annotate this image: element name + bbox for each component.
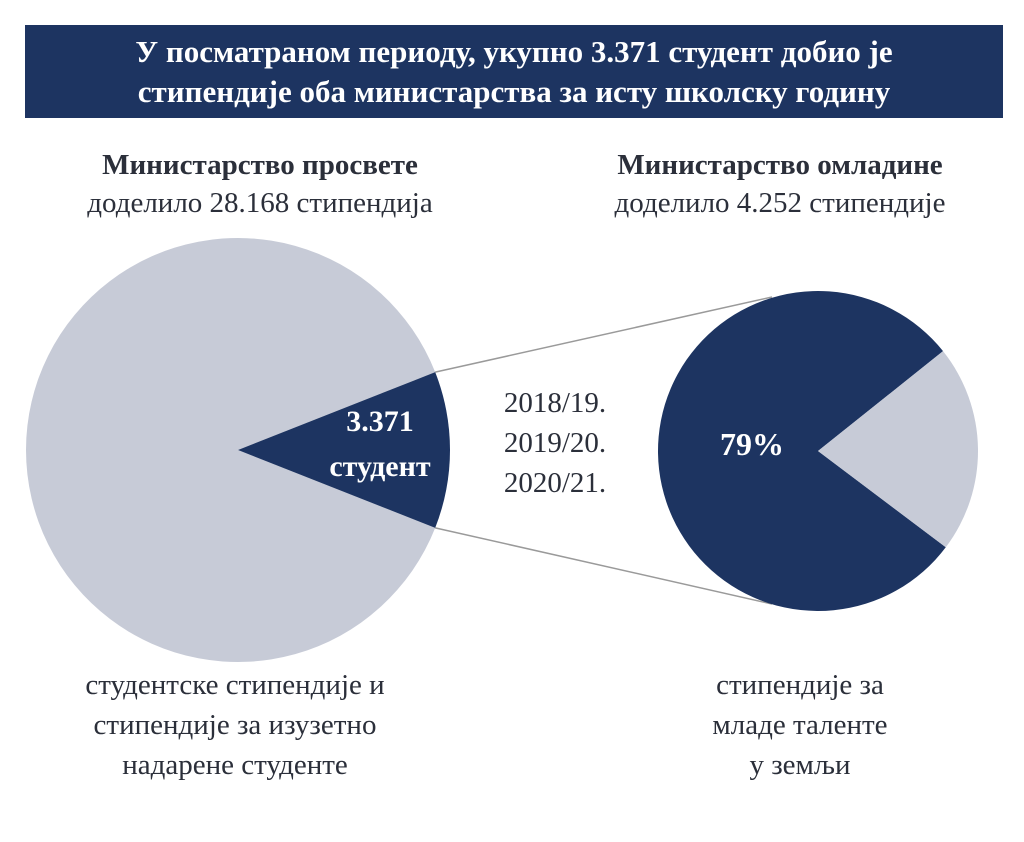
left-chart-subtitle: доделило 28.168 стипендија xyxy=(87,187,433,219)
right-chart-subtitle: доделило 4.252 стипендије xyxy=(614,187,946,219)
right-chart-heading: Министарство омладине доделило 4.252 сти… xyxy=(545,146,1015,222)
title-banner: У посматраном периоду, укупно 3.371 студ… xyxy=(25,25,1003,118)
right-caption-line-3: у земљи xyxy=(749,749,851,781)
right-pie-slice-79 xyxy=(658,291,946,611)
right-caption-line-1: стипендије за xyxy=(716,669,884,701)
connector-line-bottom xyxy=(435,527,773,605)
left-chart-heading: Министарство просвете доделило 28.168 ст… xyxy=(20,146,500,222)
right-pie xyxy=(658,291,979,611)
left-caption-line-3: надарене студенте xyxy=(122,749,348,781)
right-caption-line-2: младе таленте xyxy=(712,709,888,741)
right-chart-caption: стипендије за младе таленте у земљи xyxy=(650,665,950,785)
right-chart-title: Министарство омладине xyxy=(617,149,943,181)
left-highlight-unit-label: студент xyxy=(329,450,431,483)
school-year-3: 2020/21. xyxy=(503,467,607,499)
connector-lines xyxy=(435,296,773,605)
left-pie-slice-other xyxy=(26,238,436,662)
right-pie-slice-rest xyxy=(818,351,979,548)
connector-line-top xyxy=(435,296,773,373)
school-years: 2018/19. 2019/20. 2020/21. xyxy=(470,383,640,503)
left-caption-line-1: студентске стипендије и xyxy=(85,669,385,701)
banner-line-2: стипендије оба министарства за исту школ… xyxy=(137,73,891,109)
left-pie-slice-both-ministries xyxy=(238,372,451,528)
left-caption-line-2: стипендије за изузетно xyxy=(93,709,377,741)
pie-labels: 3.371 студент 79% xyxy=(329,405,784,483)
left-pie xyxy=(26,238,451,662)
left-chart-title: Министарство просвете xyxy=(102,149,418,181)
left-chart-caption: студентске стипендије и стипендије за из… xyxy=(20,665,450,785)
school-year-1: 2018/19. xyxy=(503,387,607,419)
banner-line-1: У посматраном периоду, укупно 3.371 студ… xyxy=(135,33,893,69)
left-highlight-value-label: 3.371 xyxy=(346,405,414,438)
right-pie-percent-label: 79% xyxy=(720,426,784,462)
school-year-2: 2019/20. xyxy=(503,427,607,459)
